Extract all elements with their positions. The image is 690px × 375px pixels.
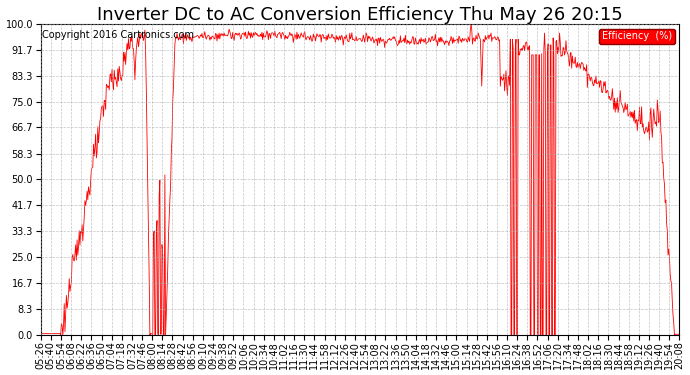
- Text: Copyright 2016 Cartronics.com: Copyright 2016 Cartronics.com: [42, 30, 194, 40]
- Legend: Efficiency  (%): Efficiency (%): [599, 28, 675, 44]
- Title: Inverter DC to AC Conversion Efficiency Thu May 26 20:15: Inverter DC to AC Conversion Efficiency …: [97, 6, 623, 24]
